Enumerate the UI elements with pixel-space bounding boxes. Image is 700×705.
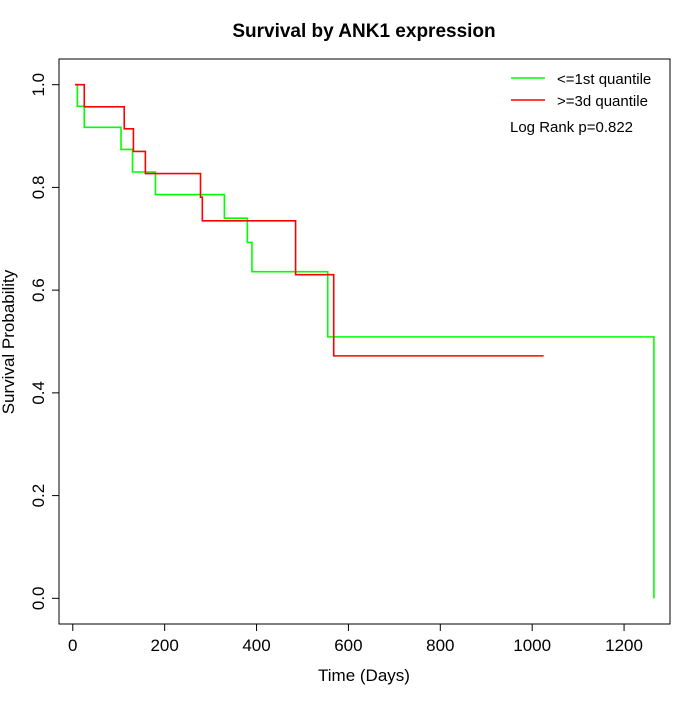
x-tick-label: 400	[242, 636, 270, 655]
y-tick-label: 0.8	[29, 176, 48, 200]
y-axis-label: Survival Probability	[0, 269, 18, 414]
x-tick-label: 600	[334, 636, 362, 655]
y-tick-label: 0.0	[29, 586, 48, 610]
y-tick-label: 1.0	[29, 73, 48, 97]
x-tick-label: 800	[426, 636, 454, 655]
chart-title: Survival by ANK1 expression	[232, 21, 495, 42]
y-tick-label: 0.4	[29, 381, 48, 405]
y-tick-label: 0.6	[29, 278, 48, 302]
survival-curve-high-quantile	[75, 83, 544, 357]
x-tick-label: 1200	[605, 636, 643, 655]
y-axis: 0.0 0.2 0.4 0.6 0.8 1.0	[29, 73, 60, 610]
x-axis: 0 200 400 600 800 1000 1200	[68, 623, 643, 655]
x-tick-label: 1000	[513, 636, 551, 655]
x-tick-label: 200	[150, 636, 178, 655]
y-tick-label: 0.2	[29, 484, 48, 508]
x-axis-label: Time (Days)	[318, 666, 410, 685]
legend-label-high: >=3d quantile	[557, 93, 648, 110]
legend-label-low: <=1st quantile	[557, 71, 651, 88]
log-rank-annotation: Log Rank p=0.822	[510, 119, 633, 136]
x-tick-label: 0	[68, 636, 77, 655]
series-layer	[75, 83, 655, 599]
legend: <=1st quantile >=3d quantile	[511, 71, 651, 110]
survival-curve-low-quantile	[75, 83, 655, 599]
